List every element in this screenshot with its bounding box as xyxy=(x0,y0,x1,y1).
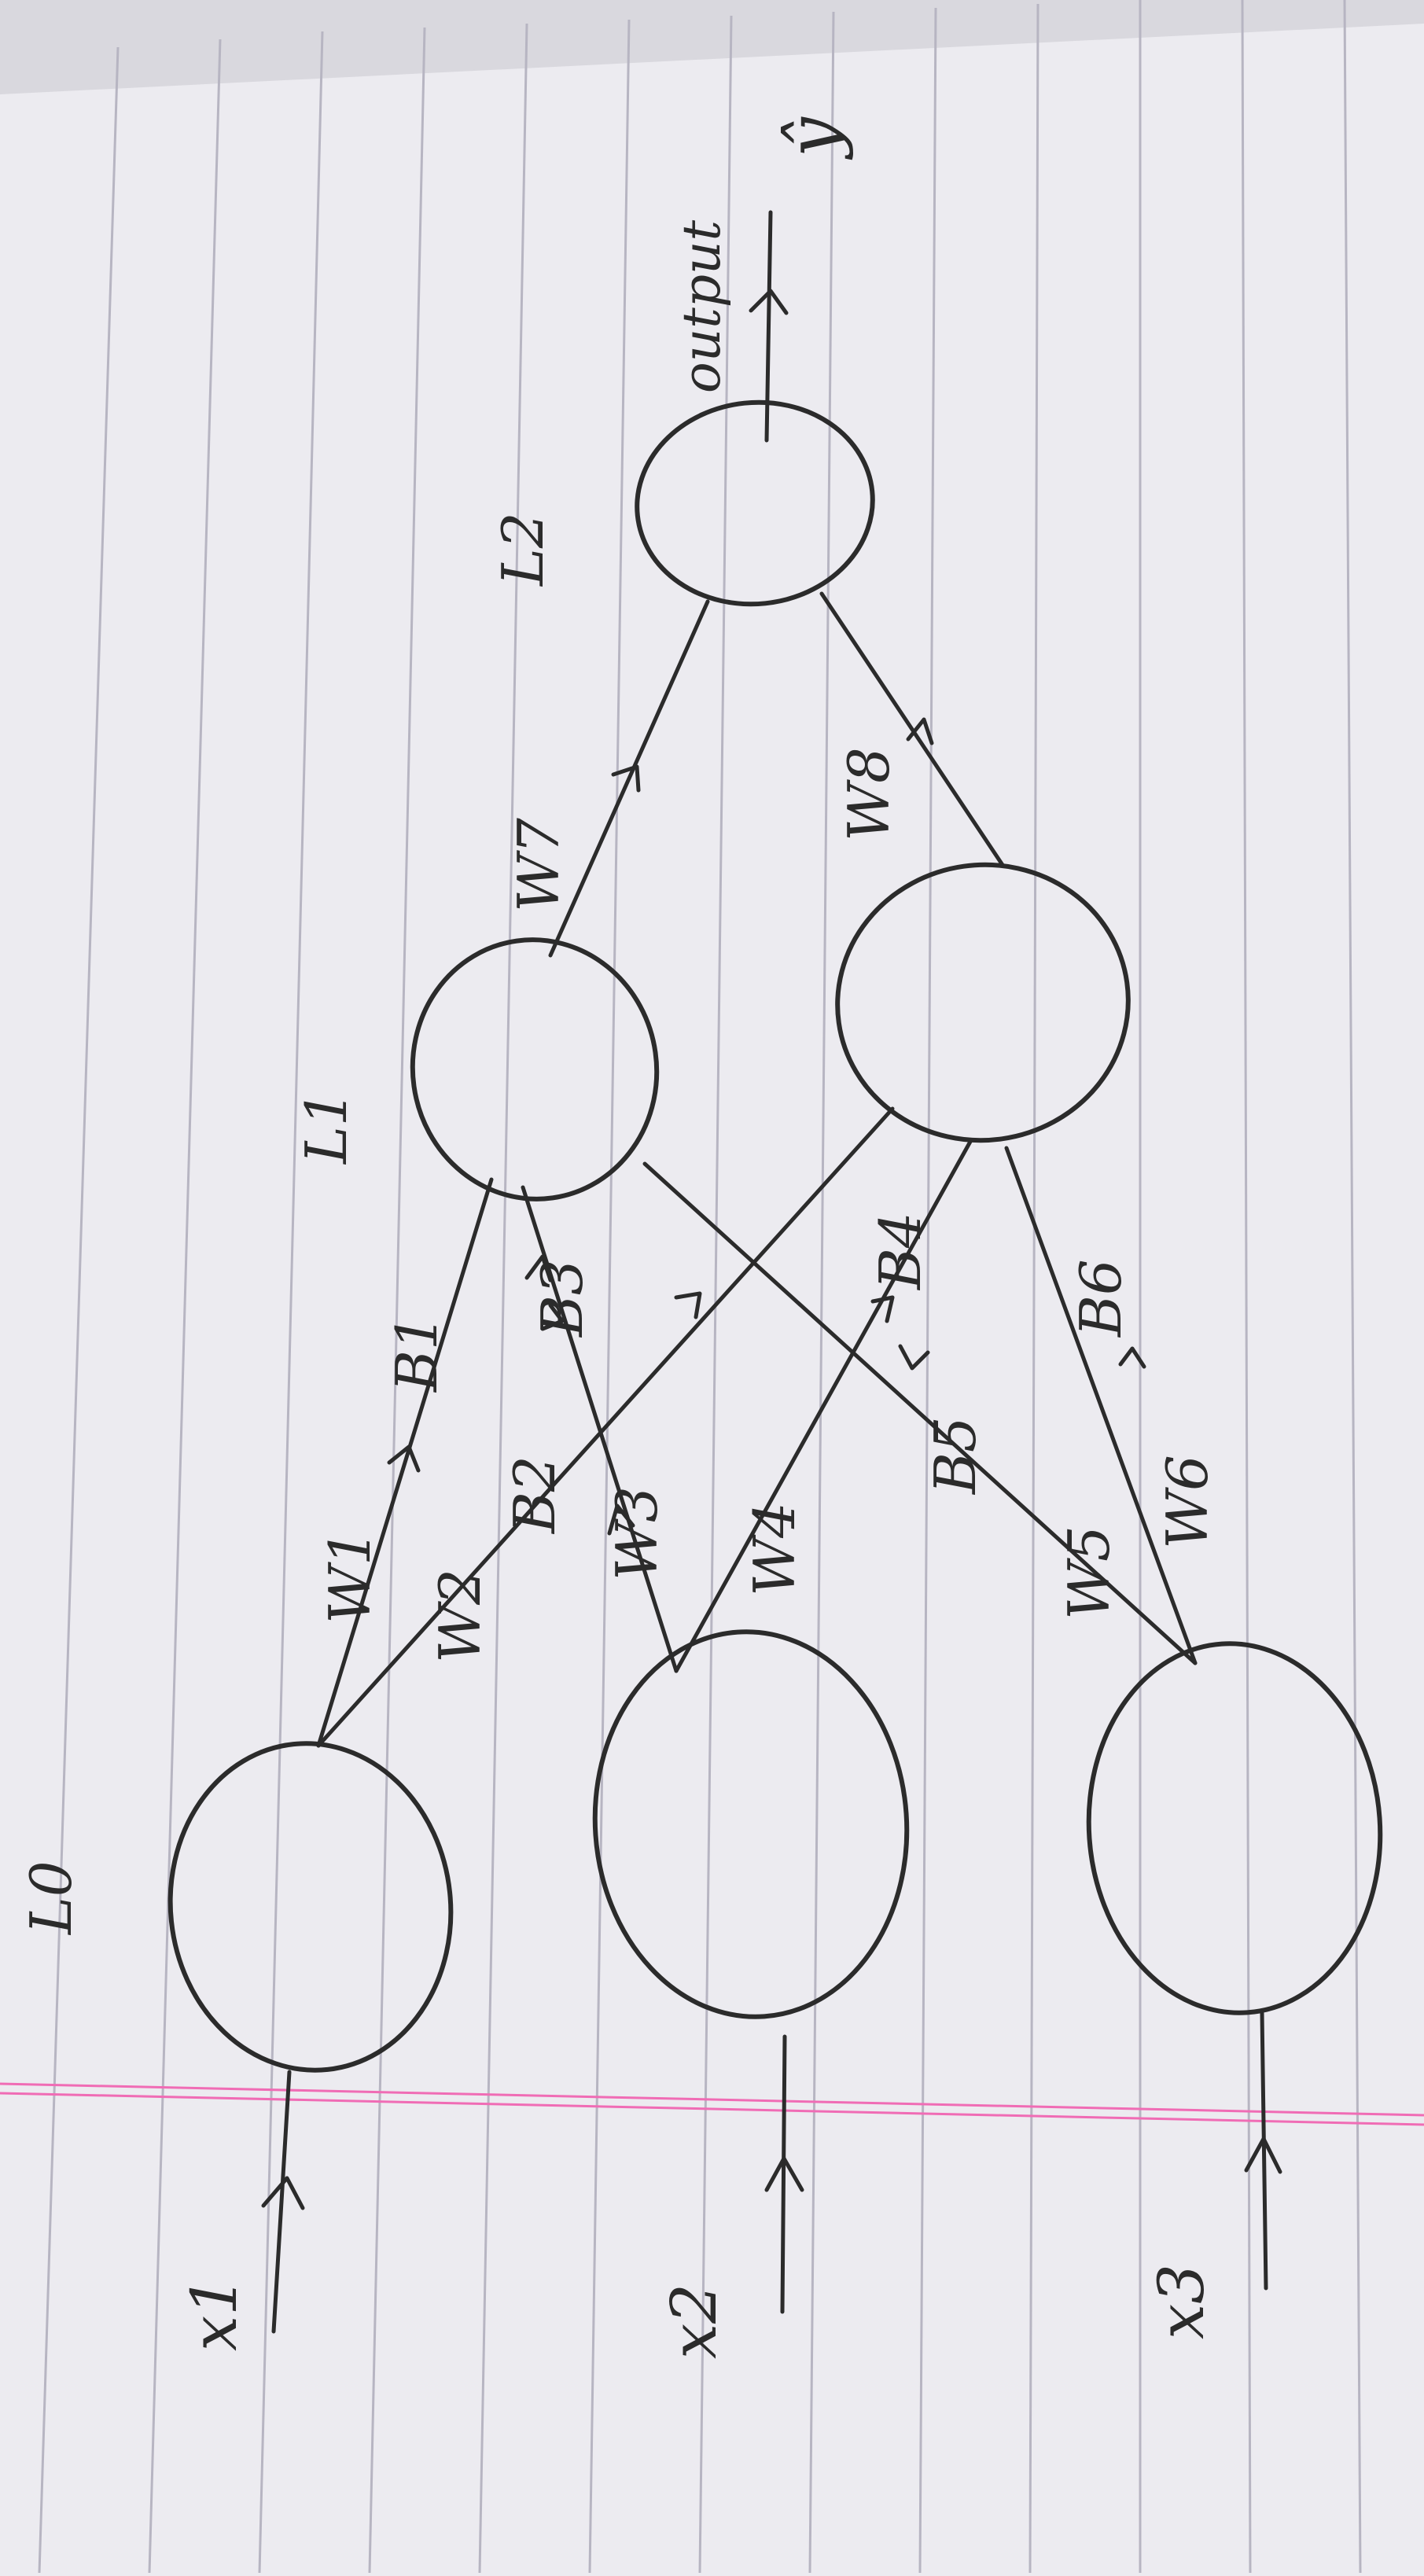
labels: L0 L1 L2 x1 x2 x3 output ŷ W1 W2 W3 W4 W… xyxy=(18,116,1220,2359)
edge-w1 xyxy=(316,1177,494,1748)
bias-label-b5: B5 xyxy=(922,1416,988,1496)
input-node-x2 xyxy=(592,1629,910,2019)
input-node-x1 xyxy=(167,1741,454,2073)
paper-shadow xyxy=(0,0,1424,94)
layer-label-l1: L1 xyxy=(293,1090,359,1165)
edge-w8 xyxy=(819,591,1005,867)
hidden-node-1 xyxy=(410,937,660,1202)
weight-label-w4: W4 xyxy=(741,1502,808,1596)
input-node-x3 xyxy=(1086,1641,1383,2015)
weight-label-w2: W2 xyxy=(427,1569,493,1663)
output-symbol: ŷ xyxy=(772,116,855,160)
ruled-lines xyxy=(38,0,1362,2574)
bias-label-b4: B4 xyxy=(867,1212,933,1291)
margin-line xyxy=(0,2082,1424,2126)
connections xyxy=(271,210,1268,2334)
edge-w6 xyxy=(1004,1146,1198,1665)
input-arrow-x2 xyxy=(780,2034,787,2314)
edge-w4 xyxy=(674,1138,973,1673)
edge-w2 xyxy=(316,1106,895,1748)
bias-label-b2: B2 xyxy=(502,1455,568,1535)
input-label-x1: x1 xyxy=(178,2276,251,2351)
neurons xyxy=(167,399,1383,2073)
arrow-heads xyxy=(261,289,1282,2210)
input-arrow-x3 xyxy=(1260,2011,1268,2291)
input-label-x2: x2 xyxy=(657,2283,730,2359)
bias-label-b3: B3 xyxy=(529,1259,595,1338)
edge-w7 xyxy=(548,599,710,958)
layer-label-l2: L2 xyxy=(490,512,556,587)
weight-label-w7: W7 xyxy=(506,818,572,912)
input-arrow-x1 xyxy=(271,2070,292,2334)
edge-w5 xyxy=(642,1161,1198,1665)
layer-label-l0: L0 xyxy=(18,1860,84,1936)
bias-label-b6: B6 xyxy=(1068,1259,1134,1338)
input-label-x3: x3 xyxy=(1145,2264,1218,2339)
output-node xyxy=(635,399,875,607)
weight-label-w6: W6 xyxy=(1154,1455,1220,1549)
weight-label-w8: W8 xyxy=(836,747,902,841)
weight-label-w1: W1 xyxy=(317,1529,383,1624)
edge-w3 xyxy=(521,1185,679,1673)
output-label: output xyxy=(672,219,732,393)
hidden-node-2 xyxy=(835,862,1131,1143)
weight-label-w5: W5 xyxy=(1056,1525,1122,1620)
weight-label-w3: W3 xyxy=(604,1486,670,1581)
bias-label-b1: B1 xyxy=(384,1314,450,1393)
